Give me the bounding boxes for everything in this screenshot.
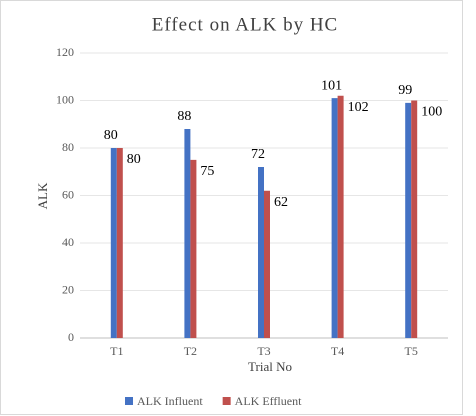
x-axis-label: Trial No — [248, 359, 292, 374]
x-tick-label: T5 — [405, 344, 418, 358]
data-label: 62 — [274, 195, 288, 210]
data-label: 80 — [127, 152, 141, 167]
data-label: 88 — [177, 109, 191, 124]
x-tick-label: T2 — [184, 344, 197, 358]
chart-border — [0, 0, 463, 415]
data-label: 102 — [348, 100, 369, 115]
data-label: 75 — [200, 164, 214, 179]
x-tick-label: T1 — [110, 344, 123, 358]
bar — [331, 98, 338, 338]
legend-label: ALK Effluent — [235, 394, 302, 408]
y-tick-label: 120 — [56, 45, 74, 59]
y-tick-label: 40 — [62, 235, 74, 249]
bar — [264, 190, 270, 338]
x-tick-label: T3 — [257, 344, 270, 358]
bar — [258, 167, 264, 338]
bar — [190, 159, 197, 338]
data-label: 99 — [398, 83, 412, 98]
bar — [110, 148, 117, 338]
y-tick-label: 100 — [56, 92, 74, 106]
bar — [184, 129, 191, 338]
data-label: 80 — [104, 128, 118, 143]
y-tick-label: 0 — [68, 330, 74, 344]
bar — [411, 100, 418, 338]
chart-title: Effect on ALK by HC — [152, 14, 338, 35]
data-label: 100 — [421, 105, 442, 120]
y-tick-label: 20 — [62, 282, 74, 296]
y-tick-label: 60 — [62, 187, 74, 201]
y-axis-label: ALK — [35, 182, 50, 209]
x-tick-label: T4 — [331, 344, 344, 358]
data-label: 72 — [251, 147, 265, 162]
legend-swatch — [222, 397, 231, 405]
bar — [116, 148, 123, 338]
y-tick-label: 80 — [62, 140, 74, 154]
bar — [405, 102, 412, 338]
bar — [337, 95, 344, 338]
legend-swatch — [125, 397, 133, 405]
data-label: 101 — [321, 78, 342, 93]
legend-label: ALK Influent — [137, 394, 203, 408]
